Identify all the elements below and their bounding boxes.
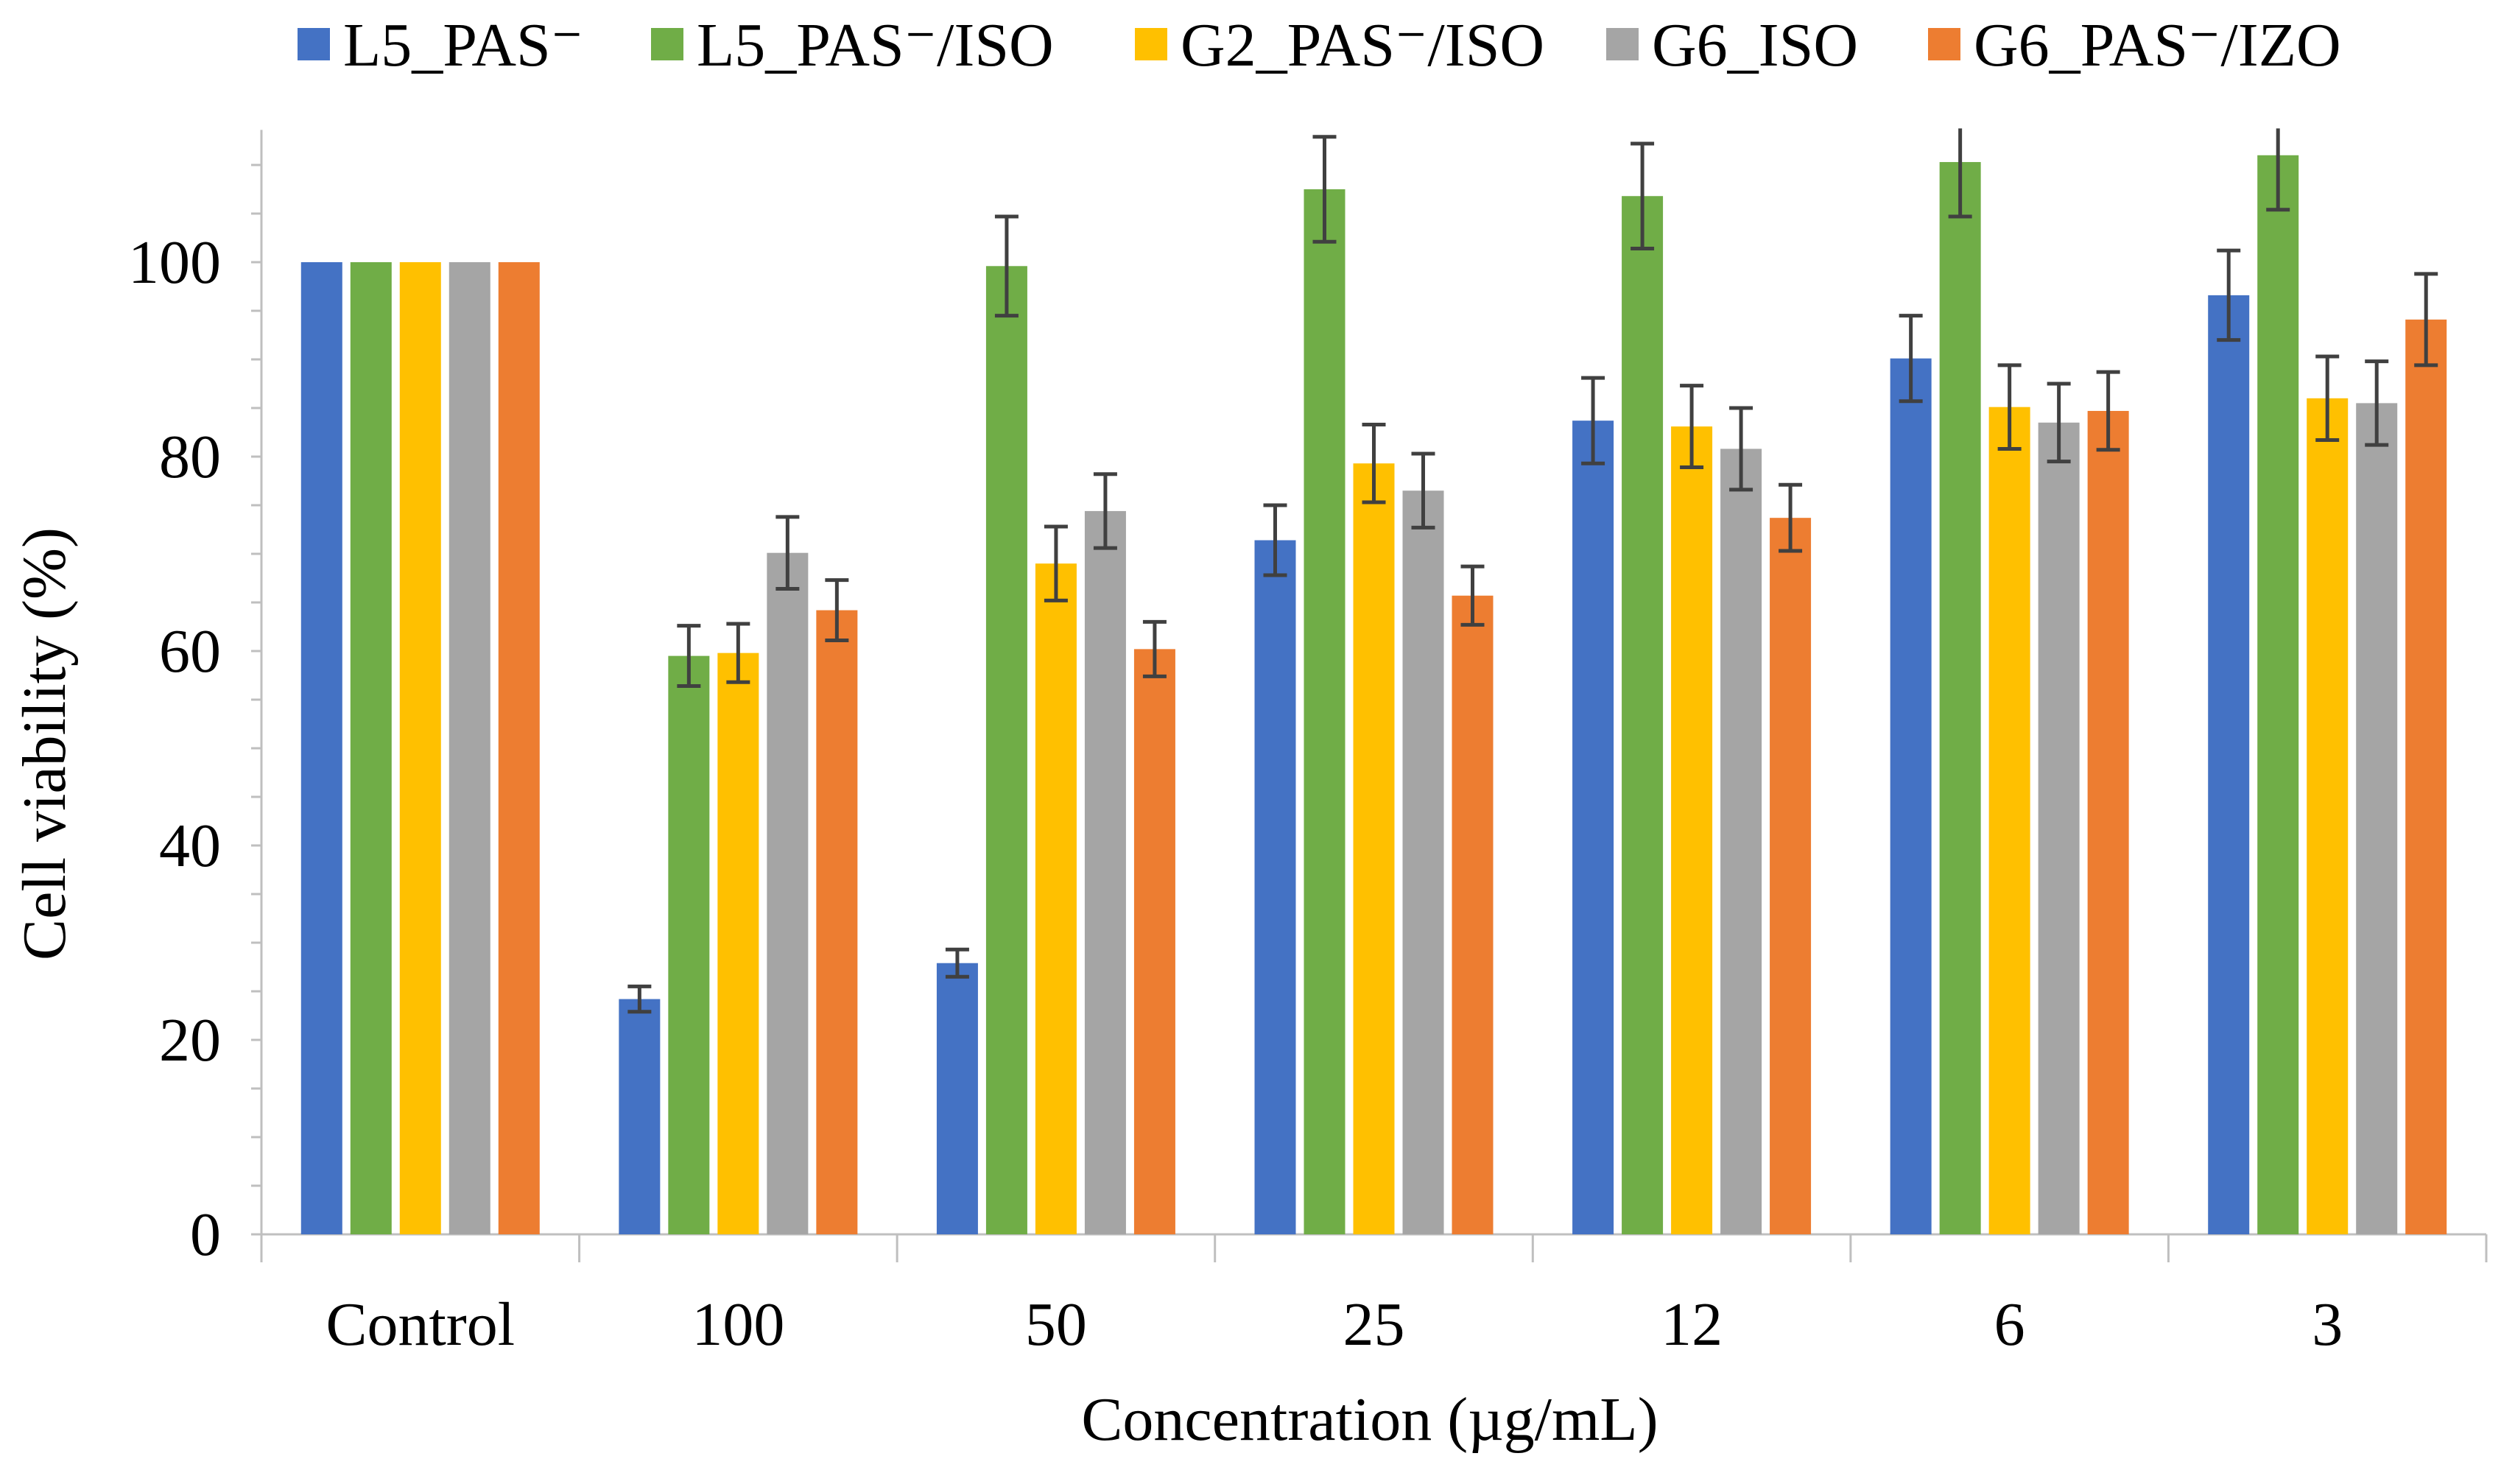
bar xyxy=(2356,403,2398,1234)
y-tick-label: 100 xyxy=(128,228,221,297)
bar xyxy=(1084,510,1126,1234)
x-axis: Control 100 50 25 12 6 3 xyxy=(260,1233,2488,1359)
bar xyxy=(1939,162,1981,1234)
bar xyxy=(767,552,809,1234)
bar xyxy=(619,999,661,1234)
y-axis-title: Cell viability (%) xyxy=(10,527,79,960)
legend-label: G2_PAS⁻/ISO xyxy=(1181,11,1544,80)
bar xyxy=(2405,319,2447,1234)
y-axis: 0 20 40 60 80 100 xyxy=(128,130,263,1269)
legend-label: G6_PAS⁻/IZO xyxy=(1974,11,2341,80)
y-tick-label: 0 xyxy=(190,1200,221,1269)
error-bars xyxy=(627,128,2438,1014)
legend-swatch xyxy=(298,28,330,60)
bar xyxy=(350,262,392,1234)
x-tick-label: 50 xyxy=(1025,1290,1087,1359)
legend-swatch xyxy=(1606,28,1639,60)
bars xyxy=(300,155,2447,1235)
bar xyxy=(1402,490,1444,1234)
bar xyxy=(668,655,710,1234)
bar xyxy=(2208,295,2250,1234)
y-tick-label: 20 xyxy=(159,1006,221,1075)
bar xyxy=(1133,649,1175,1234)
bar xyxy=(2087,410,2129,1235)
bar xyxy=(2257,155,2299,1234)
bar xyxy=(300,262,342,1234)
bar xyxy=(2038,422,2080,1234)
legend-label: G6_ISO xyxy=(1652,11,1858,80)
x-tick-label: 3 xyxy=(2312,1290,2343,1359)
x-tick-label: Control xyxy=(326,1290,515,1359)
bar xyxy=(985,266,1027,1234)
x-tick-label: 12 xyxy=(1661,1290,1723,1359)
bar xyxy=(1988,407,2030,1235)
bar xyxy=(816,610,858,1234)
legend-swatch xyxy=(1928,28,1960,60)
x-tick-label: 25 xyxy=(1343,1290,1405,1359)
bar xyxy=(498,262,540,1234)
bar xyxy=(1890,358,1932,1235)
bar xyxy=(1035,563,1077,1234)
bar xyxy=(936,963,978,1234)
bar xyxy=(1304,189,1346,1234)
x-axis-title: Concentration (µg/mL) xyxy=(1081,1385,1658,1454)
y-tick-label: 60 xyxy=(159,617,221,686)
bar xyxy=(1254,540,1296,1234)
x-tick-label: 100 xyxy=(692,1290,784,1359)
x-tick-label: 6 xyxy=(1994,1290,2025,1359)
legend: L5_PAS⁻ L5_PAS⁻/ISO G2_PAS⁻/ISO G6_ISO G6_PA… xyxy=(298,11,2341,80)
legend-label: L5_PAS⁻/ISO xyxy=(697,11,1054,80)
legend-swatch xyxy=(1135,28,1167,60)
bar xyxy=(1452,595,1494,1234)
y-tick-label: 80 xyxy=(159,423,221,491)
bar xyxy=(1770,518,1812,1234)
bar xyxy=(2307,398,2349,1234)
bar xyxy=(1671,426,1713,1234)
legend-swatch xyxy=(651,28,683,60)
bar xyxy=(399,262,441,1234)
bar xyxy=(449,262,490,1234)
bar xyxy=(1720,449,1762,1235)
legend-label: L5_PAS⁻ xyxy=(343,11,583,80)
bar xyxy=(1353,463,1395,1234)
bar xyxy=(1622,196,1664,1234)
y-tick-label: 40 xyxy=(159,812,221,880)
bar xyxy=(1572,421,1614,1235)
bar xyxy=(717,653,759,1234)
